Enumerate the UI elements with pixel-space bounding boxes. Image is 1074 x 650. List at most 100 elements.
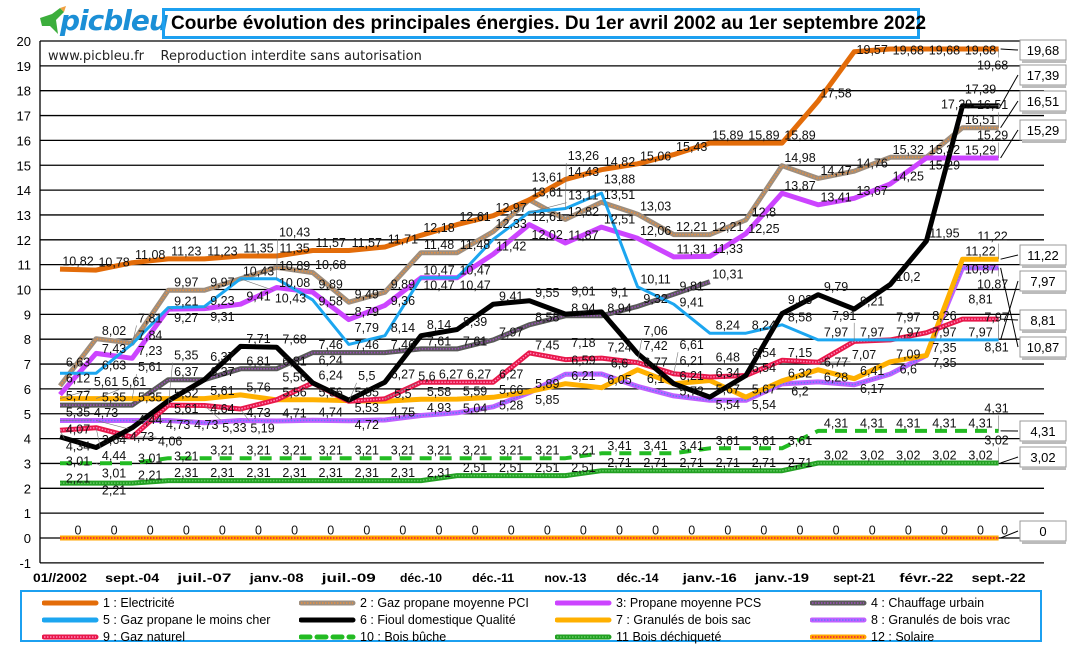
logo-text: picbleu: [60, 4, 169, 37]
data-label: 3,21: [427, 444, 451, 458]
data-label: 15,32: [929, 143, 960, 157]
data-label: 0: [472, 524, 479, 538]
data-label-layer: 10,82 10,78 11,08 11,23 11,23 11,35 11,35 11,57…: [62, 43, 1008, 537]
y-tick-label: 7: [24, 357, 31, 372]
y-tick-label: 14: [17, 183, 31, 198]
data-label: 6,27: [499, 368, 523, 382]
data-label: 3,02: [932, 449, 956, 463]
data-label: 8,94: [571, 301, 595, 315]
data-label: 9,89: [391, 278, 415, 292]
data-label: 7,68: [282, 333, 306, 347]
data-label: 4,34: [66, 440, 90, 454]
y-tick-label: 19: [17, 59, 31, 74]
data-label: 10,43: [275, 291, 306, 305]
y-tick-label: 3: [24, 456, 31, 471]
data-label: 4,31: [824, 416, 848, 430]
data-label: 4,73: [166, 418, 190, 432]
callout-shadow: [1022, 60, 1066, 63]
data-label: 4,71: [282, 407, 306, 421]
data-label: 7,97: [984, 310, 1008, 324]
x-tick-label: déc.-14: [617, 571, 659, 585]
data-label: 2,31: [391, 466, 415, 480]
data-label: 3,41: [643, 439, 667, 453]
data-label: 6,81: [246, 354, 270, 368]
data-label: 2,31: [282, 466, 306, 480]
legend-label: 11 Bois déchiqueté: [616, 630, 722, 644]
data-label: 3,01: [102, 467, 126, 481]
data-label: 16,51: [965, 113, 996, 127]
data-label: 8,39: [463, 315, 487, 329]
data-label: 11,57: [352, 236, 382, 250]
data-label: 15,06: [640, 149, 671, 163]
data-label: 15,89: [712, 129, 743, 143]
data-label: 9,79: [824, 280, 848, 294]
data-label: 8,24: [716, 319, 740, 333]
callout-shadow: [1022, 85, 1066, 88]
x-tick-label: janv.-16: [682, 571, 738, 585]
data-label: 0: [688, 524, 695, 538]
y-tick-label: 13: [17, 208, 31, 223]
data-label: 12,21: [676, 220, 707, 234]
data-label: 4,73: [246, 406, 270, 420]
callout-label: 11,22: [1027, 248, 1059, 263]
data-label: 0: [580, 524, 587, 538]
legend-swatch: [555, 617, 612, 623]
data-label: 6,81: [282, 354, 306, 368]
legend-item-12: 12 : Solaire: [810, 629, 934, 645]
data-label: 11,23: [207, 244, 237, 258]
data-label: 5,77: [66, 389, 90, 403]
callout-label: 0: [1039, 524, 1046, 539]
data-label: 3,02: [860, 449, 884, 463]
legend-label: 12 : Solaire: [871, 630, 935, 644]
y-tick-label: 20: [17, 34, 31, 49]
callout-label: 7,97: [1030, 274, 1055, 289]
data-label: 13,87: [784, 179, 815, 193]
data-label: 3,01: [138, 452, 162, 466]
data-label: 7,91: [832, 309, 856, 323]
label-leader: [131, 374, 137, 399]
watermark-site: www.picbleu.fr: [48, 49, 145, 64]
label-leader: [637, 338, 643, 363]
data-label: 5,5: [358, 369, 375, 383]
data-label: 9,1: [611, 285, 628, 299]
data-label: 3,21: [391, 444, 415, 458]
callout-label: 17,39: [1027, 68, 1060, 83]
data-label: 9,49: [355, 288, 379, 302]
y-tick-label: 10: [17, 283, 31, 298]
data-label: 11,08: [135, 248, 165, 262]
data-label: 5,54: [752, 398, 776, 412]
legend: 1 : Electricité 2 : Gaz propane moyenne P…: [20, 590, 1042, 645]
data-label: 6,27: [391, 368, 415, 382]
legend-item-11: 11 Bois déchiqueté: [555, 629, 721, 645]
y-tick-label: 1: [24, 506, 31, 521]
data-label: 7,84: [138, 329, 162, 343]
callout-shadow: [1022, 330, 1066, 333]
data-label: 5,67: [752, 383, 776, 397]
data-label: 7,15: [788, 346, 812, 360]
data-label: 7,06: [643, 324, 667, 338]
series-line-10: [60, 428, 999, 466]
data-label: 6,28: [824, 370, 848, 384]
data-label: 3,21: [535, 444, 559, 458]
callout-leader: [1000, 456, 1019, 464]
data-label: 5,67: [716, 383, 740, 397]
data-label: 5,76: [246, 380, 270, 394]
data-label: 0: [797, 524, 804, 538]
data-label: 5,35: [138, 391, 162, 405]
data-label: 9,58: [319, 294, 343, 308]
data-label: 7,81: [138, 311, 162, 325]
data-label: 13,61: [532, 185, 563, 199]
data-label: 11,48: [460, 238, 490, 252]
data-label: 9,31: [210, 310, 234, 324]
data-label: 2,71: [716, 456, 740, 470]
x-tick-label: déc.-11: [472, 571, 514, 585]
data-label: 9,89: [319, 278, 343, 292]
data-label: 13,67: [857, 184, 888, 198]
series-line-core-8: [60, 267, 999, 424]
data-label: 6,27: [439, 368, 463, 382]
data-label: 9,27: [174, 311, 198, 325]
data-label: 15,29: [929, 159, 960, 173]
label-leader: [565, 162, 567, 209]
data-label: 13,88: [604, 173, 635, 187]
data-label: 12,51: [604, 213, 635, 227]
